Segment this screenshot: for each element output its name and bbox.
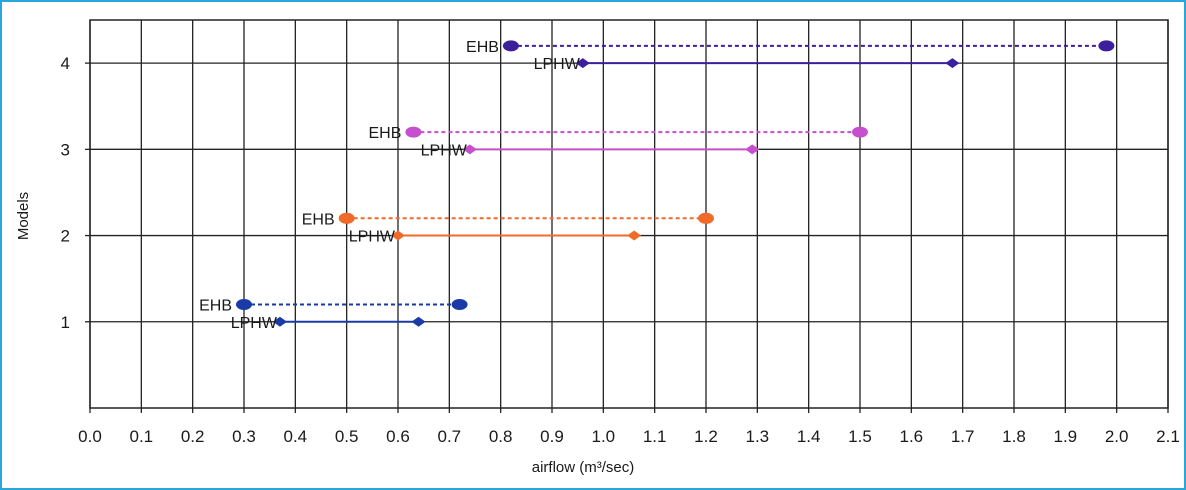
- x-tick-label: 0.9: [540, 427, 564, 446]
- range-lphw-model-1: LPHW: [231, 315, 426, 332]
- x-tick-label: 1.4: [797, 427, 821, 446]
- x-tick-label: 1.7: [951, 427, 975, 446]
- y-axis-title: Models: [15, 192, 32, 240]
- range-start-marker: [502, 40, 519, 52]
- range-end-marker: [745, 144, 760, 155]
- range-ehb-model-3: EHB: [368, 125, 868, 142]
- range-end-marker: [698, 212, 714, 224]
- y-tick-label: 2: [61, 227, 70, 246]
- grid: [85, 19, 1169, 413]
- range-end-marker: [945, 58, 960, 69]
- series-label: LPHW: [421, 142, 468, 159]
- x-tick-label: 1.5: [848, 427, 872, 446]
- range-start-marker: [272, 316, 287, 327]
- x-tick-label: 1.9: [1054, 427, 1078, 446]
- x-tick-label: 0.7: [438, 427, 462, 446]
- x-tick-label: 0.0: [78, 427, 102, 446]
- range-end-marker: [411, 316, 426, 327]
- x-tick-label: 1.6: [900, 427, 924, 446]
- x-tick-label: 0.5: [335, 427, 359, 446]
- range-start-marker: [462, 144, 477, 155]
- range-start-marker: [575, 58, 590, 69]
- range-lphw-model-3: LPHW: [421, 142, 760, 159]
- range-end-marker: [1098, 40, 1115, 52]
- series-label: EHB: [199, 298, 232, 315]
- x-axis-title: airflow (m³/sec): [532, 459, 635, 476]
- range-ehb-model-1: EHB: [199, 298, 468, 315]
- range-start-marker: [338, 212, 355, 224]
- range-ehb-model-2: EHB: [302, 211, 714, 228]
- range-end-marker: [852, 126, 868, 138]
- series-label: EHB: [466, 39, 499, 56]
- range-start-marker: [236, 299, 252, 311]
- y-tick-labels: 1 2 3 4: [61, 54, 70, 332]
- plot-border: [89, 19, 1169, 409]
- series-label: LPHW: [534, 56, 581, 73]
- series-label: EHB: [302, 211, 335, 228]
- range-end-marker: [627, 230, 642, 241]
- x-tick-label: 1.0: [592, 427, 616, 446]
- y-tick-label: 4: [61, 54, 70, 73]
- series-label: LPHW: [231, 315, 278, 332]
- range-start-marker: [391, 230, 405, 241]
- x-tick-label: 2.0: [1105, 427, 1129, 446]
- x-tick-label: 0.6: [386, 427, 410, 446]
- range-lphw-model-2: LPHW: [349, 229, 642, 246]
- x-tick-labels: 0.0 0.1 0.2 0.3 0.4 0.5 0.6 0.7 0.8 0.9 1.0 1.1 1.2 1…: [78, 427, 1180, 446]
- range-lphw-model-4: LPHW: [534, 56, 960, 73]
- x-tick-label: 1.3: [746, 427, 770, 446]
- range-end-marker: [451, 299, 468, 311]
- x-tick-label: 0.2: [181, 427, 205, 446]
- series-label: LPHW: [349, 229, 396, 246]
- y-tick-label: 1: [61, 313, 70, 332]
- series-label: EHB: [368, 125, 401, 142]
- x-tick-label: 0.1: [130, 427, 154, 446]
- y-tick-label: 3: [61, 140, 70, 159]
- x-tick-label: 1.8: [1002, 427, 1026, 446]
- x-tick-label: 1.2: [694, 427, 718, 446]
- x-tick-label: 2.1: [1156, 427, 1180, 446]
- x-tick-label: 1.1: [643, 427, 667, 446]
- range-start-marker: [405, 126, 422, 138]
- x-tick-label: 0.8: [489, 427, 513, 446]
- x-tick-label: 0.4: [284, 427, 308, 446]
- range-ehb-model-4: EHB: [466, 39, 1115, 56]
- x-tick-label: 0.3: [232, 427, 256, 446]
